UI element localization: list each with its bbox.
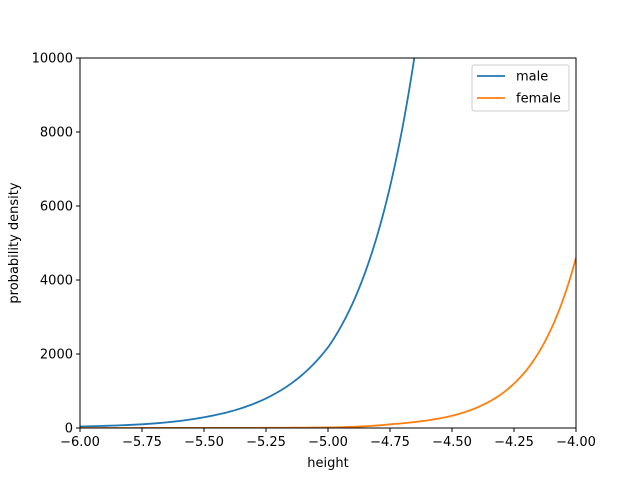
legend-label-female: female — [516, 92, 561, 107]
x-tick-label: −5.00 — [308, 435, 348, 450]
x-tick-label: −4.50 — [432, 435, 472, 450]
series-line-male — [80, 58, 416, 428]
x-tick-label: −4.75 — [370, 435, 410, 450]
y-tick-label: 6000 — [40, 200, 73, 215]
x-tick-label: −6.00 — [60, 435, 100, 450]
x-tick-label: −4.00 — [556, 435, 596, 450]
y-axis: 0 2000 4000 6000 8000 10000 — [32, 52, 80, 437]
y-tick-label: 8000 — [40, 126, 73, 141]
x-tick-label: −5.50 — [184, 435, 224, 450]
x-tick-label: −5.25 — [246, 435, 286, 450]
y-tick-label: 2000 — [40, 348, 73, 363]
y-tick-label: 0 — [65, 422, 73, 437]
plot-area — [80, 58, 576, 428]
y-axis-label: probability density — [7, 182, 22, 303]
x-tick-label: −4.25 — [494, 435, 534, 450]
x-axis-label: height — [307, 456, 348, 471]
y-tick-label: 4000 — [40, 274, 73, 289]
legend: male female — [471, 64, 570, 112]
legend-label-male: male — [516, 70, 548, 85]
x-tick-label: −5.75 — [122, 435, 162, 450]
x-axis: −6.00 −5.75 −5.50 −5.25 −5.00 −4.75 −4.50 −4.25… — [60, 428, 596, 450]
y-tick-label: 10000 — [32, 52, 73, 67]
